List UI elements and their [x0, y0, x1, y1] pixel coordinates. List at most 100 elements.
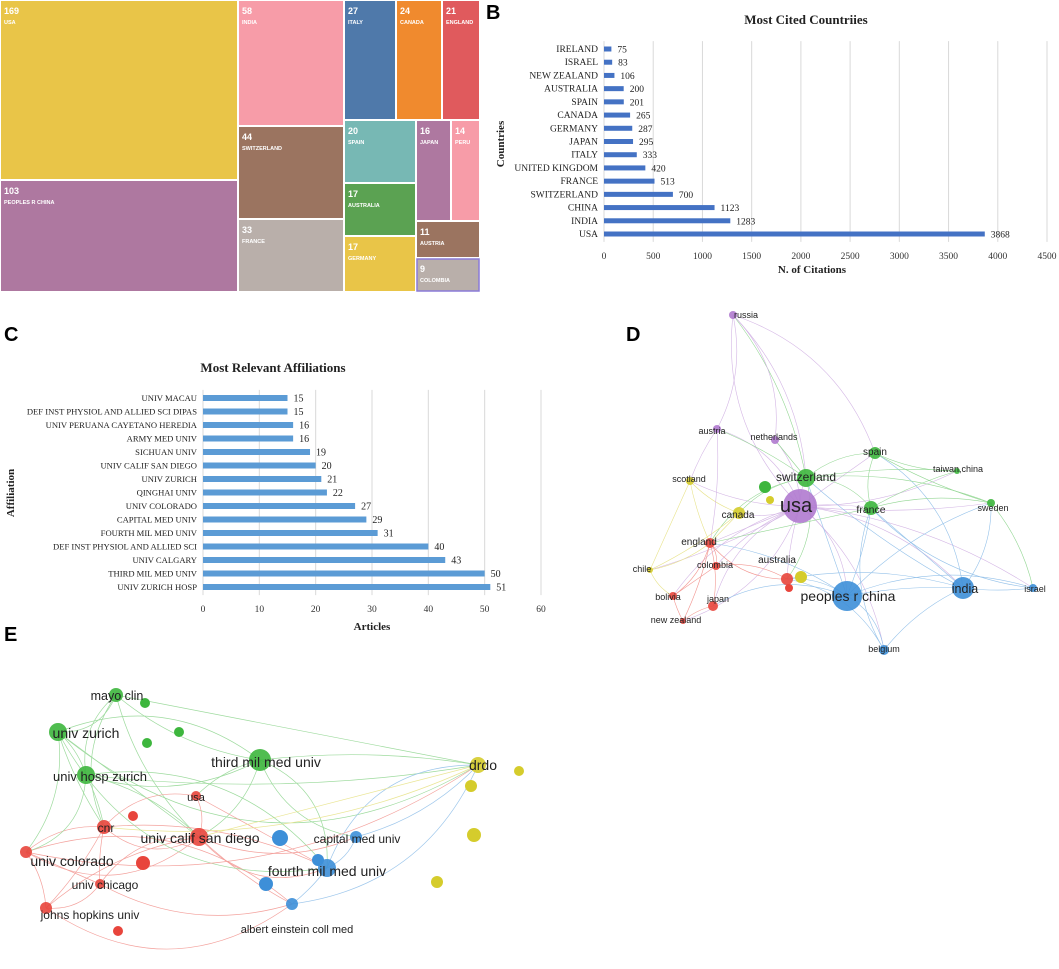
network-edge: [962, 502, 992, 589]
node-canada: [733, 507, 745, 519]
treemap-value: 33: [242, 225, 252, 235]
treemap-cell-peru: [452, 121, 479, 220]
node-label: spain: [863, 447, 887, 458]
category-label: CANADA: [557, 111, 598, 121]
network-edge: [682, 542, 711, 622]
data-label: 40: [434, 542, 444, 553]
category-label: SICHUAN UNIV: [135, 447, 198, 457]
network-edge: [649, 512, 740, 571]
node-new-zealand: [680, 618, 686, 624]
category-label: CAPITAL MED UNIV: [117, 515, 198, 525]
network-edge: [870, 507, 964, 589]
bar-univ-zurich: [203, 476, 322, 482]
data-label: 31: [384, 529, 394, 540]
category-label: CHINA: [568, 204, 598, 214]
y-axis-label: Affiliation: [5, 469, 17, 517]
category-label: DEF INST PHYSIOL AND ALLIED SCI DIPAS: [27, 407, 197, 417]
network-edge: [115, 694, 261, 761]
data-label: 43: [451, 556, 461, 567]
data-label: 700: [679, 191, 694, 201]
network-edge: [45, 836, 200, 909]
treemap-value: 17: [348, 242, 358, 252]
category-label: UNIV PERUANA CAYETANO HEREDIA: [46, 420, 198, 430]
data-label: 27: [361, 502, 371, 513]
network-edge: [259, 754, 479, 766]
category-label: ARMY MED UNIV: [127, 434, 198, 444]
node-univ-zurich: [49, 723, 67, 741]
data-label: 75: [617, 46, 627, 56]
data-label: 15: [294, 394, 304, 405]
category-label: NEW ZEALAND: [529, 71, 598, 81]
data-label: 20: [322, 461, 332, 472]
x-tick-label: 3000: [890, 252, 909, 262]
network-edge: [799, 505, 885, 651]
node-england: [705, 538, 715, 548]
bar-france: [604, 178, 655, 184]
data-label: 513: [661, 178, 676, 188]
node-label: colombia: [697, 560, 733, 570]
bar-univ-colorado: [203, 503, 356, 509]
category-label: UNIV CALGARY: [132, 555, 197, 565]
node-drdo: [470, 757, 486, 773]
panel-label-d: D: [626, 324, 641, 346]
network-edge: [85, 771, 328, 869]
x-tick-label: 40: [424, 605, 434, 615]
data-label: 265: [636, 112, 651, 122]
network-edge: [689, 480, 711, 544]
bar-def-inst-physiol-and-allied-sci: [203, 543, 429, 550]
data-label: 1283: [736, 217, 755, 227]
category-label: UNIV ZURICH HOSP: [117, 582, 197, 592]
network-edge: [291, 764, 479, 905]
x-tick-label: 20: [311, 605, 321, 615]
node-scotland: [686, 477, 694, 485]
node-label: usa: [187, 792, 206, 804]
affiliation-network: mayo clin univ zurich univ hosp zurich thir…: [20, 688, 524, 950]
network-edge: [870, 470, 958, 509]
bar-def-inst-physiol-and-allied-sci-dipas: [203, 408, 288, 415]
bar-australia: [604, 86, 624, 92]
treemap-label: JAPAN: [420, 140, 438, 146]
x-tick-label: 60: [536, 605, 546, 615]
x-tick-label: 0: [201, 605, 206, 615]
node-label: france: [856, 504, 885, 516]
bar-sichuan-univ: [203, 449, 311, 455]
x-axis-label: Articles: [354, 621, 391, 633]
network-edge: [732, 314, 807, 479]
network-edge: [84, 694, 117, 776]
treemap-cell-spain: [345, 121, 415, 182]
node-label: third mil med univ: [211, 754, 321, 770]
x-tick-label: 1000: [693, 252, 712, 262]
treemap-label: CANADA: [400, 20, 424, 26]
bar-switzerland: [604, 191, 673, 197]
network-node: [465, 780, 477, 792]
bar-univ-calgary: [203, 557, 446, 563]
network-edge: [799, 505, 1034, 589]
treemap-value: 20: [348, 126, 358, 136]
network-edge: [672, 505, 801, 597]
panel-label-e: E: [4, 624, 18, 646]
treemap-cell-canada: [397, 1, 441, 119]
bar-germany: [604, 125, 633, 131]
category-label: IRELAND: [556, 45, 598, 55]
network-edge: [103, 826, 200, 850]
node-mayo-clin: [109, 688, 123, 702]
network-edge: [805, 468, 958, 479]
category-label: DEF INST PHYSIOL AND ALLIED SCI: [53, 542, 197, 552]
bar-usa: [604, 231, 985, 237]
data-label: 200: [630, 85, 645, 95]
network-edge: [57, 715, 261, 761]
x-tick-label: 0: [602, 252, 607, 262]
category-label: UNIV ZURICH: [142, 474, 197, 484]
treemap-label: PERU: [455, 140, 470, 146]
node-label: switzerland: [776, 470, 836, 484]
node-chile: [647, 567, 653, 573]
network-node: [766, 496, 774, 504]
network-edge: [716, 314, 738, 430]
category-label: THIRD MIL MED UNIV: [108, 569, 198, 579]
node-colombia: [712, 562, 720, 570]
network-edge: [805, 475, 992, 504]
bar-israel: [604, 59, 613, 65]
network-edge: [649, 480, 691, 571]
node-fourth-mil-med-univ: [318, 859, 336, 877]
treemap-cell-austria: [417, 222, 479, 257]
